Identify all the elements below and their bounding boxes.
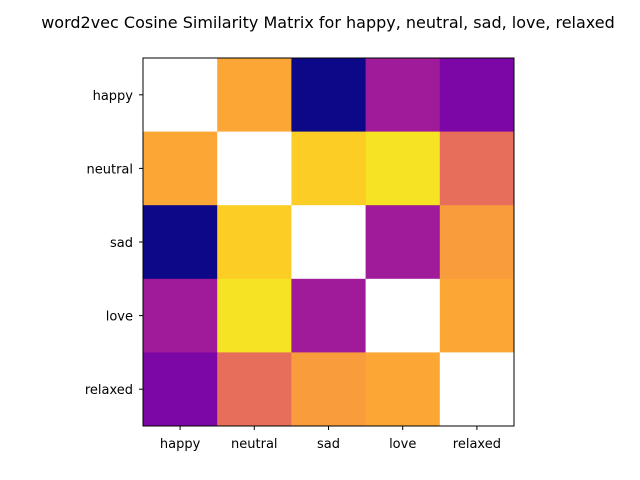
heatmap-cell-neutral-love <box>365 131 441 206</box>
heatmap-cell-love-neutral <box>217 278 292 353</box>
heatmap-cell-happy-sad <box>291 58 367 133</box>
heatmap-cell-neutral-happy <box>143 131 218 206</box>
heatmap-cell-happy-happy <box>143 58 218 133</box>
heatmap-cell-relaxed-love <box>365 352 441 427</box>
y-tick-label: neutral <box>87 162 134 177</box>
heatmap-cell-relaxed-neutral <box>217 352 292 427</box>
heatmap-cell-relaxed-relaxed <box>439 352 515 427</box>
y-tick-label: love <box>106 310 133 325</box>
heatmap-cells <box>143 58 515 427</box>
heatmap-cell-love-happy <box>143 278 218 353</box>
x-tick-label: neutral <box>231 437 278 452</box>
x-tick-label: love <box>389 437 416 452</box>
y-tick-label: relaxed <box>85 383 133 398</box>
heatmap-cell-love-love <box>365 278 441 353</box>
heatmap-cell-happy-neutral <box>217 58 292 133</box>
heatmap-cell-relaxed-happy <box>143 352 218 427</box>
x-tick-label: happy <box>160 437 201 452</box>
heatmap-cell-neutral-sad <box>291 131 367 206</box>
y-axis: happy neutral sad love relaxed <box>85 89 143 398</box>
chart-title: word2vec Cosine Similarity Matrix for ha… <box>41 13 615 32</box>
heatmap-cell-sad-happy <box>143 205 218 280</box>
x-tick-label: sad <box>317 437 340 452</box>
x-tick-label: relaxed <box>453 437 501 452</box>
heatmap-cell-happy-love <box>365 58 441 133</box>
heatmap-cell-sad-love <box>365 205 441 280</box>
heatmap-cell-sad-relaxed <box>439 205 515 280</box>
heatmap-cell-love-sad <box>291 278 367 353</box>
heatmap-cell-love-relaxed <box>439 278 515 353</box>
x-axis: happy neutral sad love relaxed <box>160 426 501 452</box>
heatmap-cell-relaxed-sad <box>291 352 367 427</box>
heatmap-cell-happy-relaxed <box>439 58 515 133</box>
heatmap-cell-sad-neutral <box>217 205 292 280</box>
y-tick-label: happy <box>93 89 134 104</box>
heatmap-cell-sad-sad <box>291 205 367 280</box>
y-tick-label: sad <box>110 236 133 251</box>
heatmap-cell-neutral-neutral <box>217 131 292 206</box>
heatmap-cell-neutral-relaxed <box>439 131 515 206</box>
